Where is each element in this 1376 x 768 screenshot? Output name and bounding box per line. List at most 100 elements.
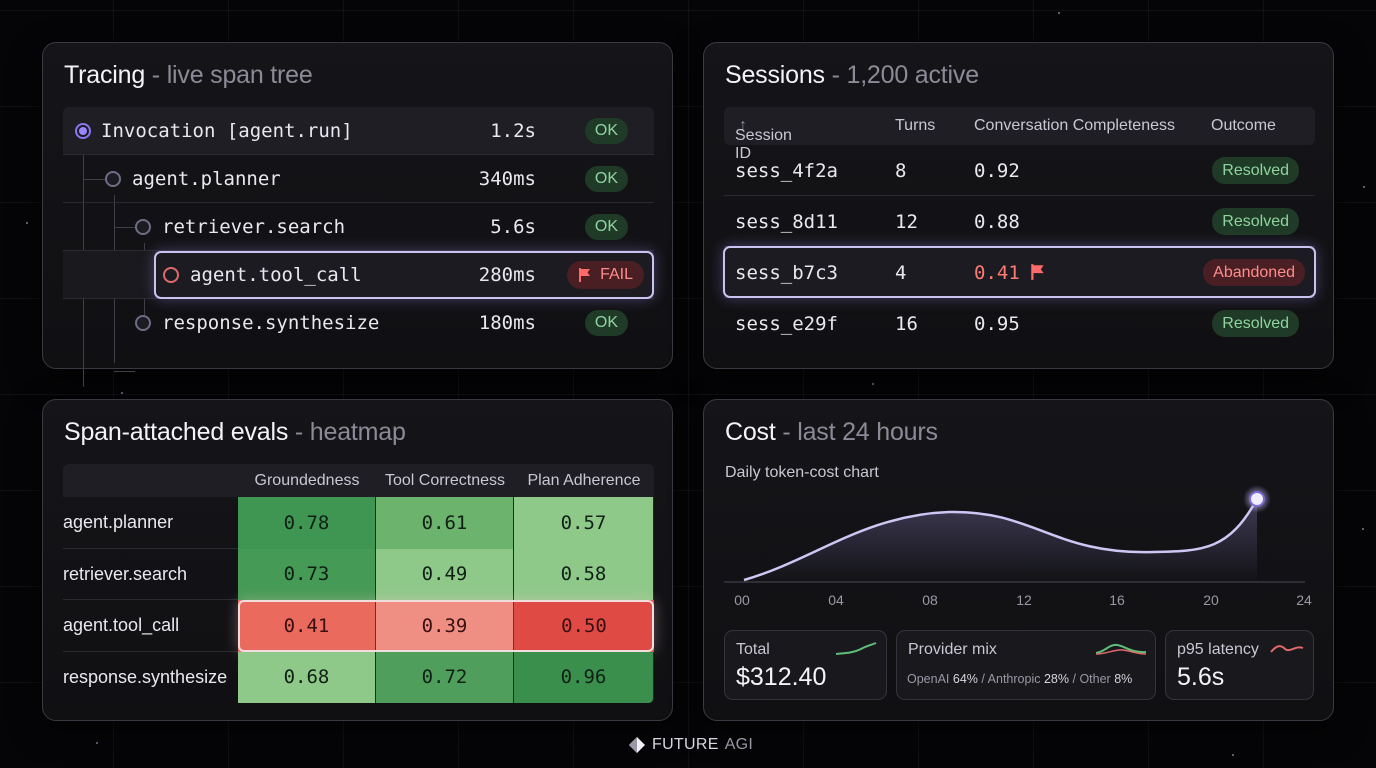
sparkline-icon <box>1270 645 1304 653</box>
evals-title-main: Span-attached evals <box>64 418 289 446</box>
span-row[interactable]: Invocation [agent.run] 1.2s OK <box>63 107 654 155</box>
cell-value: 0.72 <box>421 666 468 689</box>
span-name: retriever.search <box>162 216 346 238</box>
heatmap-row: response.synthesize 0.68 0.72 0.96 <box>63 651 654 703</box>
status-badge: OK <box>584 166 628 192</box>
status-text: FAIL <box>600 266 633 283</box>
sessions-table: Session ID ↑ Turns Conversation Complete… <box>723 107 1316 349</box>
span-duration: 5.6s <box>490 216 536 238</box>
column-header-tool-correctness: Tool Correctness <box>384 472 506 489</box>
heatmap-row-label: response.synthesize <box>63 666 228 687</box>
heatmap-row-label: agent.planner <box>63 512 174 532</box>
column-header-outcome[interactable]: Outcome <box>1211 117 1276 134</box>
session-turns: 16 <box>895 313 918 335</box>
session-id: sess_b7c3 <box>735 262 838 284</box>
outcome-badge: Abandoned <box>1203 259 1305 286</box>
x-tick-labels: 00 04 08 12 16 20 24 <box>734 592 1312 608</box>
kpi-value: $312.40 <box>736 663 827 691</box>
tracing-title: Tracing - live span tree <box>64 61 313 90</box>
tracing-title-main: Tracing <box>64 61 146 89</box>
heatmap-row: retriever.search 0.73 0.49 0.58 <box>63 548 654 600</box>
heatmap-row: agent.planner 0.78 0.61 0.57 <box>63 497 654 549</box>
heatmap-row-selected: agent.tool_call 0.41 0.39 0.50 <box>63 600 654 652</box>
chart-label: Daily token-cost chart <box>725 464 879 481</box>
flag-icon <box>579 268 591 282</box>
cost-title: Cost - last 24 hours <box>725 418 938 447</box>
span-duration: 340ms <box>478 168 536 190</box>
span-row[interactable]: retriever.search 5.6s OK <box>63 203 654 251</box>
heatmap-row-label: retriever.search <box>63 563 188 584</box>
span-tree: Invocation [agent.run] 1.2s OK agent.pla… <box>63 107 654 387</box>
span-node-icon <box>105 171 121 187</box>
table-row[interactable]: sess_e29f 16 0.95 Resolved <box>724 298 1315 349</box>
session-completeness: 0.95 <box>974 313 1020 335</box>
heatmap-cell[interactable]: 0.49 <box>376 548 514 600</box>
span-error-node-icon <box>163 267 179 283</box>
cost-line-chart: 00 04 08 12 16 20 24 <box>724 485 1312 608</box>
session-id: sess_4f2a <box>735 160 838 182</box>
cell-value: 0.68 <box>283 666 330 689</box>
kpi-label: Total <box>736 641 770 658</box>
heatmap-cell[interactable]: 0.78 <box>238 497 376 549</box>
table-row[interactable]: sess_8d11 12 0.88 Resolved <box>724 196 1315 247</box>
kpi-label: p95 latency <box>1177 641 1259 658</box>
sessions-title: Sessions - 1,200 active <box>725 61 979 90</box>
session-turns: 8 <box>895 160 907 182</box>
span-row[interactable]: agent.planner 340ms OK <box>63 155 654 203</box>
provider-pct: 8% <box>1114 672 1133 686</box>
cell-value: 0.41 <box>283 614 330 637</box>
cell-value: 0.57 <box>560 511 607 534</box>
provider-name: Anthropic <box>987 672 1041 686</box>
heatmap-cell[interactable]: 0.68 <box>238 651 376 703</box>
span-node-icon <box>75 123 91 139</box>
cell-value: 0.58 <box>560 563 607 586</box>
kpi-provider-mix-card[interactable]: Provider mix OpenAI 64% / Anthropic 28% … <box>896 630 1156 700</box>
heatmap-cell[interactable]: 0.61 <box>376 497 514 549</box>
table-row-selected[interactable]: sess_b7c3 4 0.41 Abandoned <box>723 246 1316 298</box>
kpi-total-card[interactable]: Total $312.40 <box>724 630 887 700</box>
heatmap-header: Groundedness Tool Correctness Plan Adher… <box>63 464 654 497</box>
table-row[interactable]: sess_4f2a 8 0.92 Resolved <box>724 145 1315 196</box>
provider-pct: 64% <box>952 672 978 686</box>
kpi-latency-card[interactable]: p95 latency 5.6s <box>1165 630 1314 700</box>
cost-panel: Cost - last 24 hours Daily token-cost ch… <box>703 399 1334 721</box>
eval-heatmap: Groundedness Tool Correctness Plan Adher… <box>63 464 654 703</box>
sessions-panel: Sessions - 1,200 active Session ID ↑ Tur… <box>703 42 1334 369</box>
heatmap-cell[interactable]: 0.41 <box>238 600 376 652</box>
heatmap-cell[interactable]: 0.57 <box>514 497 654 549</box>
tracing-panel: Tracing - live span tree Invocation [age… <box>42 42 673 387</box>
status-badge: OK <box>584 214 628 240</box>
heatmap-cell[interactable]: 0.96 <box>514 651 654 703</box>
column-header-groundedness: Groundedness <box>254 472 360 489</box>
heatmap-cell[interactable]: 0.39 <box>376 600 514 652</box>
cell-value: 0.78 <box>283 511 330 534</box>
sparkline-icon <box>835 642 877 655</box>
column-header-turns[interactable]: Turns <box>895 117 936 134</box>
cell-value: 0.61 <box>421 511 468 534</box>
x-tick: 24 <box>1296 592 1312 608</box>
provider-pct: 28% <box>1043 672 1069 686</box>
evals-panel: Span-attached evals - heatmap Groundedne… <box>42 399 673 721</box>
span-row-selected[interactable]: agent.tool_call 280ms FAIL <box>63 251 654 299</box>
span-name: Invocation [agent.run] <box>101 120 353 142</box>
heatmap-cell[interactable]: 0.72 <box>376 651 514 703</box>
outcome-badge: Resolved <box>1212 157 1299 184</box>
cost-title-main: Cost <box>725 418 776 446</box>
cell-value: 0.49 <box>421 563 468 586</box>
heatmap-cell[interactable]: 0.73 <box>238 548 376 600</box>
sort-ascending-icon: ↑ <box>739 117 747 134</box>
heatmap-cell[interactable]: 0.58 <box>514 548 654 600</box>
heatmap-cell[interactable]: 0.50 <box>514 600 654 652</box>
column-header-completeness[interactable]: Conversation Completeness <box>974 117 1175 134</box>
span-row[interactable]: response.synthesize 180ms OK <box>63 299 654 347</box>
span-name: response.synthesize <box>162 312 380 334</box>
session-turns: 4 <box>895 262 907 284</box>
column-header-session-id[interactable]: Session ID ↑ <box>735 117 792 162</box>
session-completeness: 0.92 <box>974 160 1020 182</box>
span-duration: 180ms <box>478 312 536 334</box>
span-duration: 1.2s <box>490 120 536 142</box>
latest-point[interactable] <box>1249 491 1265 507</box>
span-duration: 280ms <box>478 264 536 286</box>
sparkline-icon <box>1095 643 1147 655</box>
sessions-title-separator: - <box>831 61 840 89</box>
